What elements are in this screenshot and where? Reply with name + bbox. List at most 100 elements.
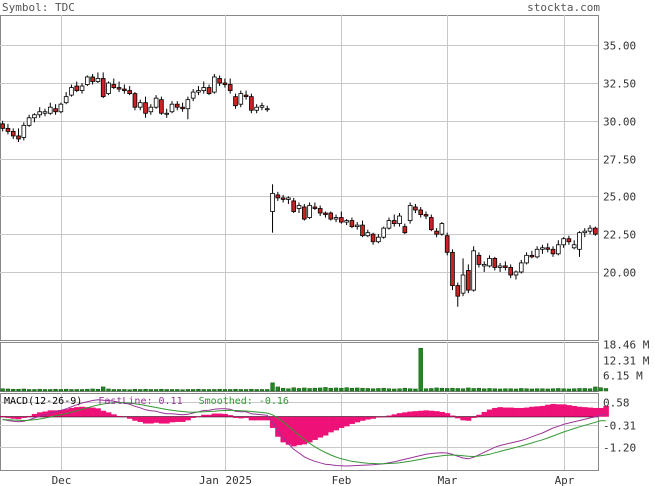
candle-body: [79, 85, 85, 91]
volume-bar: [482, 388, 487, 392]
volume-bar: [513, 388, 519, 392]
candle-body: [100, 78, 106, 98]
panel-frames: [0, 15, 599, 471]
candle-body: [386, 220, 392, 229]
macd-tick-label: -0.31: [603, 420, 636, 433]
macd-hist-bar: [317, 416, 324, 438]
axis-labels: 35.00 32.50 30.00 27.50 25.00 22.50 20.00 Dec Ja…: [52, 40, 650, 486]
macd-hist-bar: [153, 416, 160, 423]
macd-hist-bar: [111, 414, 117, 417]
macd-hist-bar: [47, 410, 54, 417]
panel-frame-2: [0, 393, 599, 471]
volume-bar: [291, 387, 296, 392]
x-tick-label: Dec: [52, 474, 72, 486]
candle-body: [439, 223, 445, 235]
candle-body: [180, 106, 185, 110]
candle-body: [471, 250, 476, 291]
macd-hist-bar: [137, 416, 144, 422]
volume-tick-label: 18.46 M: [603, 339, 650, 352]
candle-body: [153, 97, 159, 108]
macd-hist-bar: [232, 416, 239, 418]
candle-body: [58, 103, 64, 113]
volume-bar: [524, 388, 529, 392]
candle-body: [460, 274, 466, 294]
candle-body: [571, 244, 577, 249]
price-tick-label: 30.00: [603, 116, 636, 129]
volume-bar: [217, 388, 222, 392]
macd-hist-bar: [534, 406, 541, 417]
volume-bar: [302, 387, 307, 392]
candle-body: [296, 205, 302, 209]
volume-bar: [127, 389, 132, 392]
macd-lines: [2, 399, 607, 467]
volume-bar: [95, 388, 101, 392]
candle-body: [466, 270, 471, 291]
volume-bar: [333, 387, 339, 392]
macd-hist-bar: [481, 411, 488, 417]
volume-bar: [318, 387, 323, 392]
candle-body: [249, 96, 254, 111]
candle-body: [508, 267, 513, 276]
volume-bar: [450, 387, 455, 392]
macd-hist-bar: [592, 407, 599, 417]
volume-bar: [58, 389, 64, 392]
macd-hist-bar: [338, 416, 345, 428]
macd-hist-bar: [15, 416, 22, 420]
macd-hist-bar: [211, 413, 218, 417]
candle-body: [365, 232, 371, 237]
x-tick-label: Apr: [555, 474, 575, 486]
candle-body: [455, 285, 461, 297]
macd-hist-bar: [476, 414, 482, 417]
volume-bar: [487, 388, 492, 392]
volume-bar: [439, 387, 445, 392]
macd-hist-bar: [412, 411, 419, 417]
symbol-label: Symbol: TDC: [2, 1, 75, 14]
candle-body: [434, 230, 439, 235]
macd-header: MACD(12-26-9) FastLine: 0.11 Smoothed: -…: [4, 396, 289, 407]
volume-bar: [0, 388, 5, 392]
volume-bar: [577, 388, 582, 392]
volume-bar: [598, 387, 603, 392]
volume-bar: [201, 389, 206, 392]
volume-bars: [0, 347, 609, 392]
candle-body: [402, 226, 408, 234]
macd-hist-bar: [576, 406, 583, 417]
candle-body: [312, 206, 318, 209]
candle-body: [47, 106, 53, 114]
candle-body: [26, 117, 32, 126]
volume-bar: [312, 387, 318, 392]
candle-body: [444, 235, 450, 253]
volume-bar: [460, 388, 466, 392]
macd-hist-bar: [402, 412, 408, 417]
volume-bar: [153, 389, 159, 392]
candle-body: [577, 232, 582, 250]
candle-body: [217, 78, 222, 84]
macd-smooth-line: [2, 402, 606, 465]
candle-body: [328, 212, 334, 220]
macd-hist-bar: [206, 414, 212, 417]
volume-bar: [286, 388, 291, 392]
macd-hist-bar: [5, 416, 11, 418]
volume-bar: [143, 388, 148, 392]
volume-bar: [69, 389, 74, 392]
candle-body: [222, 82, 228, 85]
candle-body: [122, 88, 127, 91]
candle-body: [74, 85, 80, 91]
candle-body: [164, 112, 170, 115]
volume-bar: [270, 382, 275, 392]
macd-hist-bar: [26, 415, 33, 417]
site-label[interactable]: stockta.com: [527, 1, 600, 14]
macd-hist-bar: [359, 416, 366, 421]
candle-body: [275, 194, 281, 199]
macd-hist-bar: [539, 405, 546, 417]
macd-hist-bar: [465, 416, 472, 421]
macd-hist-bar: [470, 416, 477, 418]
candle-body: [349, 220, 355, 228]
candle-body: [301, 206, 307, 220]
candle-body: [524, 254, 529, 264]
volume-bar: [307, 388, 312, 392]
volume-bar: [164, 389, 169, 392]
candle-body: [111, 84, 117, 88]
volume-bar: [296, 388, 302, 392]
candle-body: [582, 230, 588, 234]
